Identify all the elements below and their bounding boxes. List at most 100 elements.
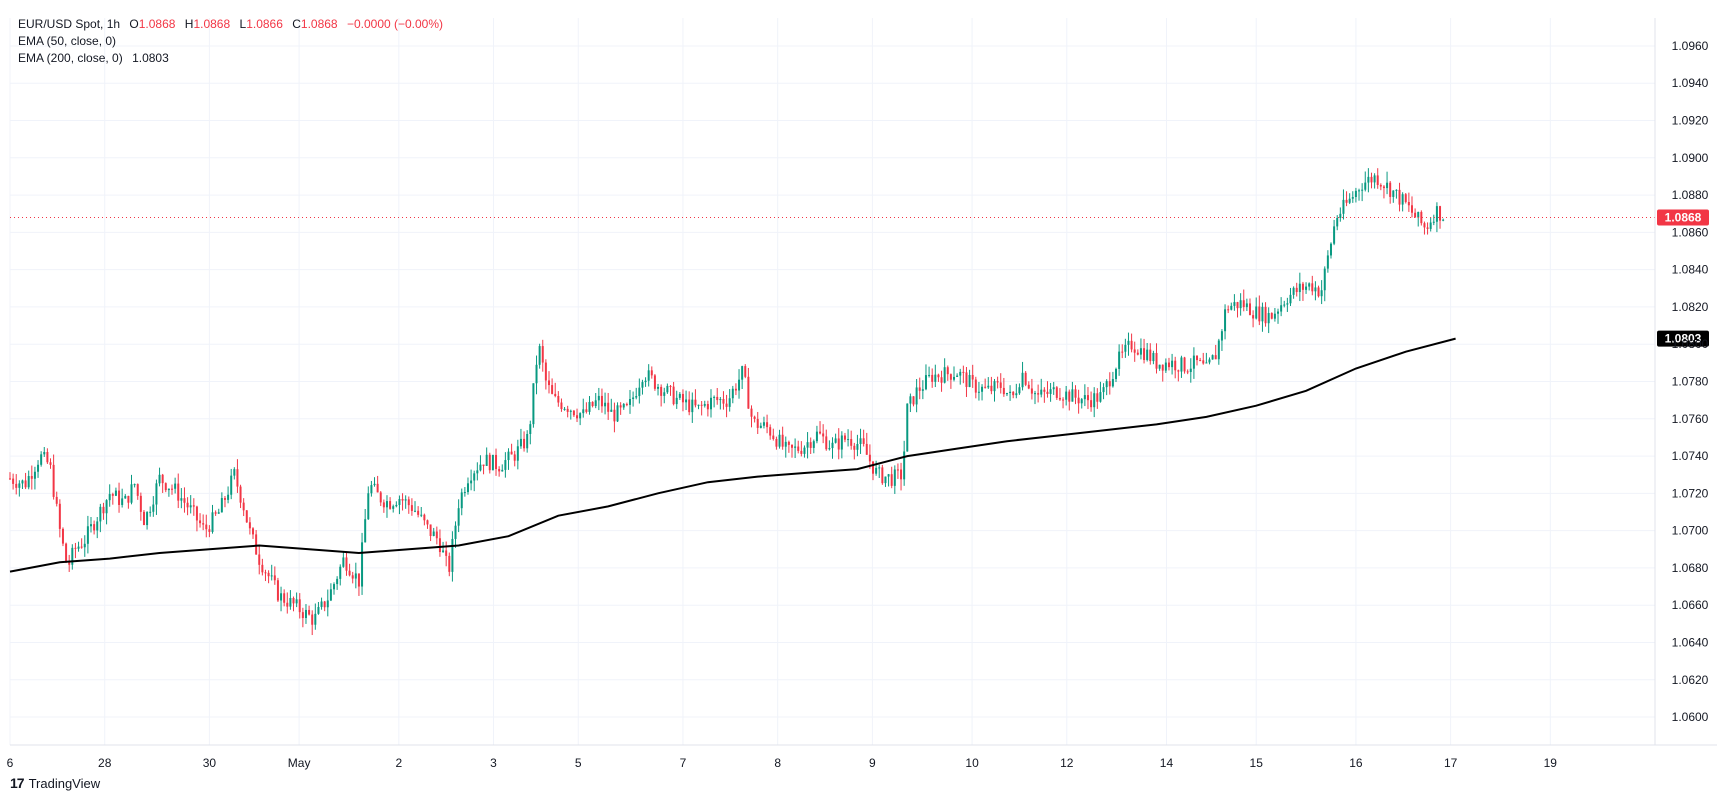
candle-body xyxy=(657,386,660,389)
candle-body xyxy=(1040,389,1043,395)
close-label: C xyxy=(292,17,301,31)
candle-body xyxy=(392,506,395,509)
candle-body xyxy=(943,367,946,383)
candle-body xyxy=(862,438,865,444)
high-value: 1.0868 xyxy=(193,17,231,31)
candle-body xyxy=(1376,175,1379,185)
candle-body xyxy=(616,405,619,422)
candle-body xyxy=(1130,340,1133,350)
candle-body xyxy=(1118,351,1121,369)
ema-200-badge xyxy=(1657,330,1709,347)
candle-body xyxy=(1295,287,1298,293)
candle-body xyxy=(890,474,893,486)
x-tick-label: 9 xyxy=(869,756,876,770)
ema200-label: EMA (200, close, 0) xyxy=(18,51,123,65)
candle-body xyxy=(333,584,336,590)
candle-body xyxy=(868,454,871,462)
candle-body xyxy=(1395,189,1398,191)
y-tick-label: 1.0620 xyxy=(1672,673,1709,687)
change-value: −0.0000 (−0.00%) xyxy=(346,17,444,31)
candle-body xyxy=(417,510,420,515)
candle-body xyxy=(678,393,681,398)
candle-body xyxy=(999,382,1002,388)
candle-body xyxy=(1217,340,1220,360)
candle-body xyxy=(1158,364,1161,369)
candle-body xyxy=(725,403,728,407)
open-value: 1.0868 xyxy=(138,17,176,31)
candle-body xyxy=(1323,268,1326,291)
candle-body xyxy=(1367,176,1370,183)
candle-body xyxy=(809,442,812,448)
candle-body xyxy=(1386,182,1389,189)
candle-body xyxy=(713,396,716,398)
candle-body xyxy=(600,395,603,407)
candle-body xyxy=(423,514,426,521)
candle-body xyxy=(108,494,111,501)
candle-body xyxy=(953,376,956,380)
y-tick-label: 1.0660 xyxy=(1672,598,1709,612)
candle-body xyxy=(1152,352,1155,362)
candle-body xyxy=(280,593,283,601)
candle-body xyxy=(1068,391,1071,402)
candle-body xyxy=(442,550,445,553)
candle-body xyxy=(276,580,279,601)
candle-body xyxy=(1245,303,1248,308)
tradingview-watermark[interactable]: 17 TradingView xyxy=(10,775,100,791)
y-tick-label: 1.0700 xyxy=(1672,524,1709,538)
y-tick-label: 1.0920 xyxy=(1672,114,1709,128)
candle-body xyxy=(728,398,731,407)
candle-body xyxy=(1277,311,1280,314)
candle-body xyxy=(1083,395,1086,400)
candle-body xyxy=(685,399,688,403)
candle-body xyxy=(21,480,24,484)
candle-body xyxy=(635,396,638,398)
candle-body xyxy=(859,438,862,445)
candle-body xyxy=(1398,189,1401,205)
x-tick-label: 8 xyxy=(774,756,781,770)
candle-body xyxy=(965,372,968,387)
candle-body xyxy=(1012,391,1015,396)
candle-body xyxy=(1146,349,1149,360)
candle-body xyxy=(245,510,248,523)
candle-body xyxy=(99,506,102,522)
candle-body xyxy=(152,504,155,512)
candle-body xyxy=(65,543,68,563)
candle-body xyxy=(33,471,36,479)
candle-body xyxy=(962,371,965,373)
candle-body xyxy=(1314,287,1317,292)
grid xyxy=(9,18,1655,745)
candle-body xyxy=(24,480,27,488)
candle-body xyxy=(435,531,438,539)
candle-body xyxy=(1102,387,1105,393)
candle-body xyxy=(202,523,205,525)
candle-body xyxy=(1305,286,1308,290)
candle-body xyxy=(1373,175,1376,183)
candle-body xyxy=(547,380,550,386)
candle-body xyxy=(1093,393,1096,408)
x-tick-label: 7 xyxy=(680,756,687,770)
candle-body xyxy=(1186,371,1189,373)
candle-body xyxy=(610,409,613,412)
candle-body xyxy=(1283,304,1286,306)
candle-body xyxy=(756,418,759,428)
candle-body xyxy=(1270,313,1273,319)
candle-body xyxy=(940,377,943,383)
candle-body xyxy=(896,469,899,471)
x-tick-label: 16 xyxy=(1349,756,1363,770)
candle-body xyxy=(90,524,93,527)
candle-body xyxy=(931,374,934,382)
candle-body xyxy=(223,498,226,500)
candle-body xyxy=(996,381,999,383)
x-tick-label: 6 xyxy=(7,756,14,770)
candle-body xyxy=(1096,393,1099,402)
candle-body xyxy=(1111,379,1114,387)
candle-body xyxy=(566,408,569,412)
x-tick-label: 30 xyxy=(203,756,217,770)
candle-body xyxy=(61,528,64,544)
candle-body xyxy=(738,379,741,391)
candle-body xyxy=(495,454,498,470)
candle-body xyxy=(675,397,678,405)
candle-body xyxy=(688,399,691,413)
candle-body xyxy=(1339,213,1342,218)
